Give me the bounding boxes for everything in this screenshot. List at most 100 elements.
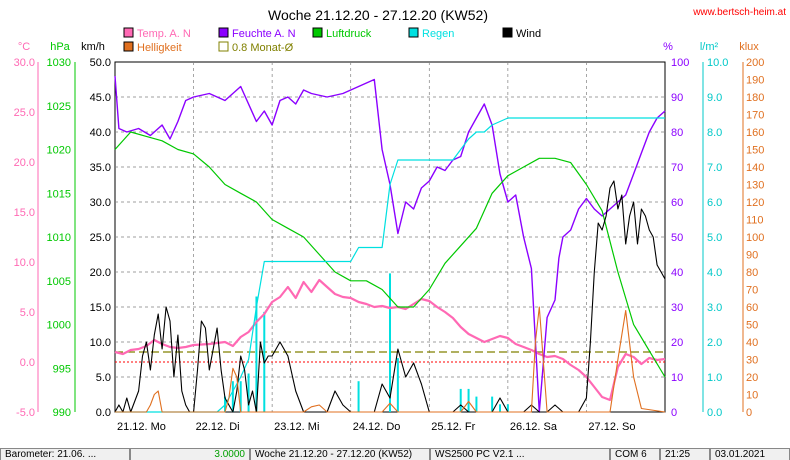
- axis-lux-tick: 130: [746, 180, 764, 192]
- x-day-label: 26.12. Sa: [510, 421, 558, 433]
- legend-label: Luftdruck: [326, 28, 372, 40]
- axis-lux-tick: 80: [746, 267, 758, 279]
- axis-lux-tick: 10: [746, 390, 758, 402]
- axis-wind-unit: km/h: [81, 41, 105, 53]
- legend-swatch: [123, 27, 134, 38]
- axis-rain-tick: 10.0: [707, 57, 728, 69]
- legend-swatch: [123, 41, 134, 52]
- axis-humidity-tick: 70: [671, 162, 683, 174]
- axis-rain-tick: 2.0: [707, 337, 722, 349]
- axis-temp-tick: 0.0: [20, 357, 35, 369]
- axis-temp-tick: 30.0: [14, 57, 35, 69]
- axis-wind-tick: 50.0: [90, 57, 111, 69]
- axis-temp-tick: 15.0: [14, 207, 35, 219]
- axis-wind-tick: 30.0: [90, 197, 111, 209]
- axis-temp-tick: 25.0: [14, 107, 35, 119]
- status-date: 03.01.2021: [710, 448, 790, 460]
- status-port: COM 6: [610, 448, 660, 460]
- axis-lux-tick: 140: [746, 162, 764, 174]
- weather-chart: Woche 21.12.20 - 27.12.20 (KW52) www.bert…: [14, 7, 787, 433]
- axis-pressure-tick: 1010: [47, 232, 71, 244]
- axis-lux-tick: 40: [746, 337, 758, 349]
- axis-pressure-tick: 1020: [47, 145, 71, 157]
- axis-lux-tick: 0: [746, 407, 752, 419]
- axis-rain-tick: 9.0: [707, 92, 722, 104]
- status-value: 3.0000: [130, 448, 250, 460]
- legend-label: 0.8 Monat-Ø: [232, 42, 294, 54]
- series-line-feuchtean: [114, 75, 666, 413]
- axis-humidity-tick: 50: [671, 232, 683, 244]
- axis-humidity-tick: 20: [671, 337, 683, 349]
- axis-lux-tick: 160: [746, 127, 764, 139]
- axis-wind-tick: 45.0: [90, 92, 111, 104]
- status-week: Woche 21.12.20 - 27.12.20 (KW52): [250, 448, 430, 460]
- series-line-helligkeit: [115, 306, 666, 413]
- axis-lux-tick: 70: [746, 285, 758, 297]
- axis-humidity-tick: 90: [671, 92, 683, 104]
- axis-lux-tick: 110: [746, 215, 764, 227]
- axis-lux-tick: 180: [746, 92, 764, 104]
- axis-humidity-tick: 30: [671, 302, 683, 314]
- axis-temp-tick: -5.0: [16, 407, 35, 419]
- x-day-label: 24.12. Do: [353, 421, 401, 433]
- axis-wind-tick: 25.0: [90, 232, 111, 244]
- axis-wind-tick: 35.0: [90, 162, 111, 174]
- axis-pressure-unit: hPa: [50, 41, 70, 53]
- axis-rain-tick: 3.0: [707, 302, 722, 314]
- axis-lux-tick: 120: [746, 197, 764, 209]
- axis-pressure-tick: 1030: [47, 57, 71, 69]
- legend-label: Feuchte A. N: [232, 28, 296, 40]
- axis-rain-tick: 7.0: [707, 162, 722, 174]
- axis-wind-tick: 5.0: [96, 372, 111, 384]
- axis-pressure-tick: 1000: [47, 320, 71, 332]
- legend-swatch: [502, 27, 513, 38]
- axis-humidity-tick: 60: [671, 197, 683, 209]
- axis-rain-tick: 8.0: [707, 127, 722, 139]
- series-line-luftdruck: [114, 131, 666, 378]
- axis-humidity-tick: 40: [671, 267, 683, 279]
- series-line-regen: [115, 117, 665, 413]
- axis-lux-tick: 20: [746, 372, 758, 384]
- legend-swatch: [218, 41, 229, 52]
- axis-rain-unit: l/m²: [700, 41, 719, 53]
- axis-lux-unit: klux: [739, 41, 759, 53]
- axis-lux-tick: 30: [746, 355, 758, 367]
- axis-pressure-tick: 1015: [47, 188, 71, 200]
- legend-label: Temp. A. N: [137, 28, 191, 40]
- axis-humidity-tick: 0: [671, 407, 677, 419]
- axis-humidity-unit: %: [663, 41, 673, 53]
- axis-temp-tick: 20.0: [14, 157, 35, 169]
- axis-humidity-tick: 80: [671, 127, 683, 139]
- x-day-label: 27.12. So: [588, 421, 635, 433]
- axis-lux-tick: 100: [746, 232, 764, 244]
- legend-swatch: [312, 27, 323, 38]
- x-day-label: 21.12. Mo: [117, 421, 166, 433]
- legend-swatch: [408, 27, 419, 38]
- legend-swatch: [218, 27, 229, 38]
- axis-rain-tick: 1.0: [707, 372, 722, 384]
- source-label: www.bertsch-heim.at: [692, 7, 786, 18]
- axis-lux-tick: 190: [746, 75, 764, 87]
- axis-rain-tick: 6.0: [707, 197, 722, 209]
- axis-wind-tick: 15.0: [90, 302, 111, 314]
- axis-temp-tick: 10.0: [14, 257, 35, 269]
- axis-temp-tick: 5.0: [20, 307, 35, 319]
- status-station: WS2500 PC V2.1 ...: [430, 448, 610, 460]
- axis-lux-tick: 170: [746, 110, 764, 122]
- x-day-label: 23.12. Mi: [274, 421, 319, 433]
- axis-temp-unit: °C: [18, 41, 30, 53]
- axis-rain-tick: 4.0: [707, 267, 722, 279]
- legend-label: Helligkeit: [137, 42, 182, 54]
- axis-wind-tick: 0.0: [96, 407, 111, 419]
- axis-lux-tick: 50: [746, 320, 758, 332]
- axis-wind-tick: 10.0: [90, 337, 111, 349]
- axis-lux-tick: 60: [746, 302, 758, 314]
- axis-lux-tick: 90: [746, 250, 758, 262]
- axis-humidity-tick: 10: [671, 372, 683, 384]
- axis-rain-tick: 5.0: [707, 232, 722, 244]
- axis-lux-tick: 200: [746, 57, 764, 69]
- status-barometer: Barometer: 21.06. ...: [0, 448, 130, 460]
- legend-label: Regen: [422, 28, 454, 40]
- x-day-label: 25.12. Fr: [431, 421, 475, 433]
- axis-lux-tick: 150: [746, 145, 764, 157]
